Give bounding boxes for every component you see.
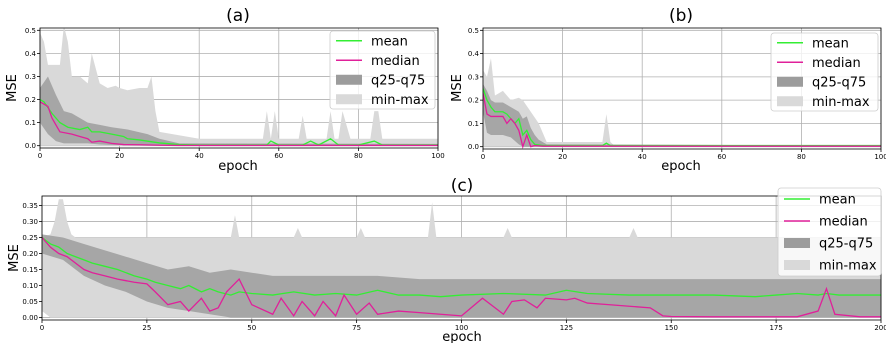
legend-label: median [371,54,420,69]
chart-title: (a) [226,6,250,26]
legend-swatch [336,74,362,85]
x-tick-label: 40 [638,153,647,161]
y-axis-label: MSE [7,244,22,272]
chart-title: (b) [669,6,693,26]
legend-box [777,187,882,277]
y-tick-label: 0.15 [22,266,38,274]
y-tick-label: 0.2 [25,96,36,104]
y-tick-label: 0.35 [22,202,38,210]
legend-label: mean [812,36,849,51]
y-tick-label: 0.3 [468,73,479,81]
y-tick-label: 0.10 [22,282,38,290]
legend-label: mean [371,34,408,49]
legend-swatch [784,260,810,270]
x-tick-label: 100 [431,152,444,160]
x-tick-label: 175 [769,324,782,332]
y-tick-label: 0.0 [25,142,36,150]
x-tick-label: 125 [560,324,573,332]
x-tick-label: 60 [717,153,726,161]
y-tick-label: 0.5 [468,27,479,35]
x-tick-label: 0 [40,324,44,332]
legend-label: q25-q75 [371,73,425,88]
min-max-band [40,28,438,146]
x-tick-label: 20 [558,153,567,161]
legend: mean median q25-q75 min-max [770,32,879,112]
plot-frame [39,27,439,149]
legend-box [329,30,436,110]
y-tick-label: 0.1 [25,119,36,127]
plot-area [483,58,881,149]
legend-label: q25-q75 [819,237,873,252]
y-tick-label: 0.25 [22,234,38,242]
legend-swatch [777,96,803,107]
legend-label: median [812,56,861,71]
y-tick-label: 0.05 [22,298,38,306]
y-tick-label: 0.0 [468,143,479,151]
legend-swatch [336,94,362,105]
plot-area [40,28,438,147]
legend: mean median q25-q75 min-max [329,30,436,110]
x-tick-label: 50 [247,324,256,332]
series-line-mean [42,237,881,298]
x-tick-label: 200 [874,324,886,332]
x-axis-label: epoch [442,330,482,343]
x-tick-label: 60 [274,152,283,160]
x-tick-label: 100 [455,324,468,332]
legend-swatch [777,76,803,87]
legend-label: min-max [371,93,429,108]
chart-title: (c) [451,176,474,196]
y-tick-label: 0.3 [25,73,36,81]
x-tick-label: 25 [142,324,151,332]
x-tick-label: 20 [115,152,124,160]
x-axis-label: epoch [218,159,258,174]
x-tick-label: 0 [481,153,485,161]
legend-box [770,32,879,112]
chart-a: 0 20 40 60 80 100 0.0 0.1 0.2 0.3 0.4 0.5 (a) epoch MS… [5,6,445,174]
x-tick-label: 80 [354,152,363,160]
plot-area [42,199,881,318]
series-line-median [42,237,881,318]
x-tick-label: 80 [797,153,806,161]
y-tick-label: 0.2 [468,97,479,105]
series-line-median [40,101,438,147]
legend-swatch [784,238,810,248]
legend-label: median [819,215,868,230]
y-tick-label: 0.20 [22,250,38,258]
y-tick-label: 0.4 [25,50,37,58]
y-tick-label: 0.00 [22,314,38,322]
x-tick-label: 150 [665,324,678,332]
chart-b: 0 20 40 60 80 100 0.0 0.1 0.2 0.3 0.4 0.5 (b) epoch MS… [450,6,886,174]
q25-q75-band [483,83,881,147]
legend-label: mean [819,193,856,208]
x-tick-label: 40 [195,152,204,160]
series-line-mean [483,88,881,147]
legend: mean median q25-q75 min-max [777,187,882,277]
y-tick-label: 0.1 [468,120,479,128]
legend-label: min-max [812,95,870,110]
y-tick-label: 0.4 [468,50,480,58]
plot-frame [482,27,882,150]
y-tick-label: 0.30 [22,218,38,226]
legend-label: q25-q75 [812,75,866,90]
y-axis-label: MSE [450,74,465,102]
series-line-median [483,93,881,149]
q25-q75-band [40,76,438,146]
q25-q75-band [42,234,881,318]
legend-label: min-max [819,259,877,274]
x-axis-label: epoch [661,159,701,174]
x-tick-label: 0 [38,152,42,160]
x-tick-label: 75 [352,324,361,332]
y-axis-label: MSE [5,74,20,102]
y-tick-label: 0.5 [25,27,36,35]
chart-c: 0 25 50 75 100 125 150 175 200 0.00 0.05 0.10 0.15 0.… [7,176,886,343]
x-tick-label: 100 [874,153,886,161]
